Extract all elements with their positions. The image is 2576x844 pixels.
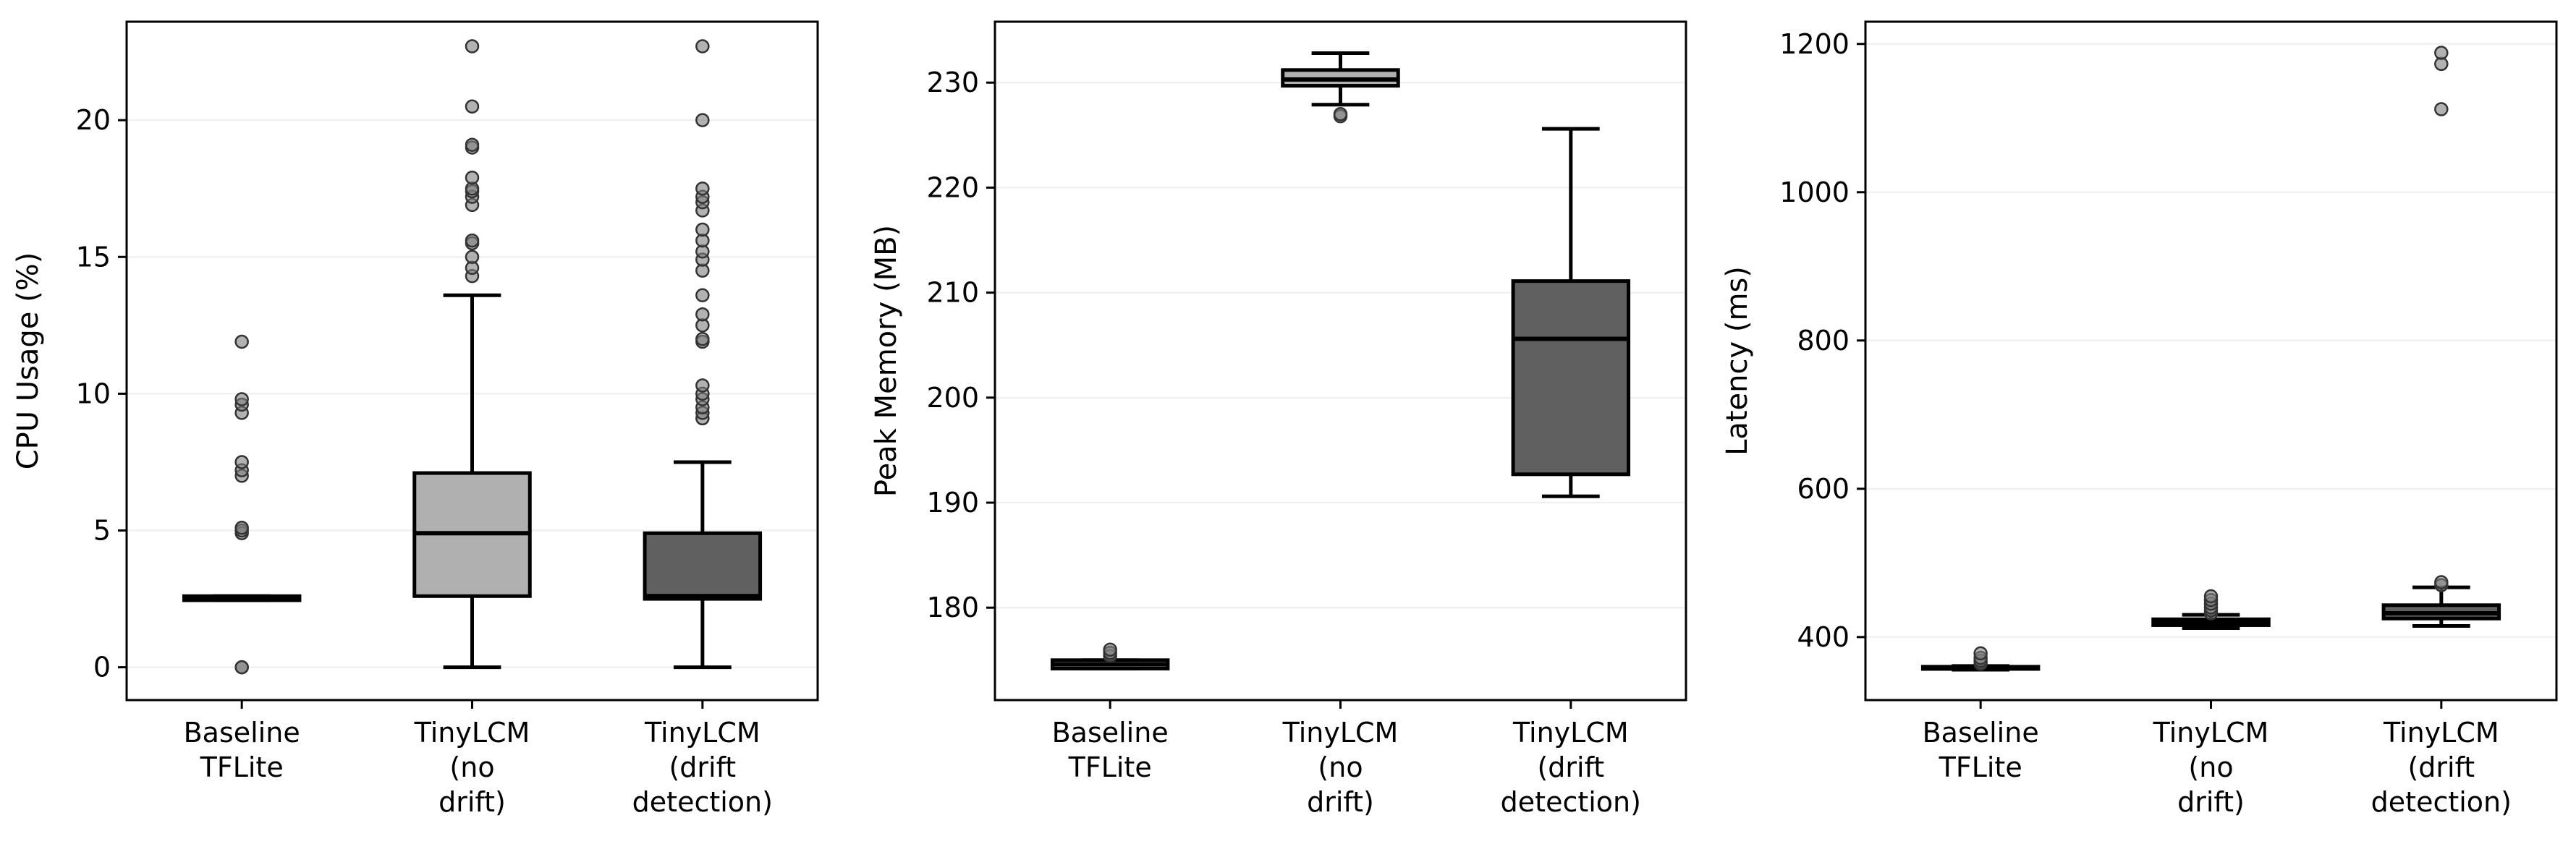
outlier-point bbox=[465, 99, 480, 114]
box-body bbox=[643, 531, 763, 601]
outlier-point bbox=[465, 233, 480, 248]
y-tick-label: 1200 bbox=[1779, 28, 1850, 60]
outlier-point bbox=[465, 39, 480, 54]
box-3 bbox=[643, 39, 763, 670]
y-tick-label: 0 bbox=[93, 652, 111, 683]
y-tick-label: 20 bbox=[76, 104, 111, 136]
outlier-point bbox=[1103, 642, 1117, 657]
box-1 bbox=[1050, 642, 1170, 670]
y-axis-label: CPU Usage (%) bbox=[12, 252, 45, 470]
chart-panel-3: 400 600 800 1000 1200 Latency (ms) Baseline TFL… bbox=[1721, 20, 2558, 818]
box-2 bbox=[2151, 589, 2271, 631]
y-tick-label: 10 bbox=[76, 378, 111, 409]
outlier-point bbox=[2434, 102, 2449, 116]
y-tick-label: 210 bbox=[926, 277, 979, 309]
y-tick-label: 1000 bbox=[1779, 176, 1850, 208]
y-tick-label: 15 bbox=[76, 241, 111, 273]
outlier-point bbox=[234, 660, 249, 675]
y-tick-label: 5 bbox=[93, 515, 111, 547]
outlier-point bbox=[2434, 46, 2449, 60]
outlier-point bbox=[465, 170, 480, 185]
chart-panel-2: 180 190 200 210 220 230 Peak Memory (MB) Baseli… bbox=[870, 20, 1687, 818]
y-tick-label: 190 bbox=[926, 487, 979, 519]
box-3 bbox=[2381, 46, 2501, 628]
box-1 bbox=[182, 334, 302, 675]
box-3 bbox=[1511, 127, 1631, 498]
outlier-point bbox=[465, 137, 480, 152]
outlier-point bbox=[695, 181, 710, 196]
x-tick-label: TinyLCM (drift detection) bbox=[1501, 717, 1641, 818]
outlier-point bbox=[695, 378, 710, 393]
x-tick-label: TinyLCM (drift detection) bbox=[632, 717, 773, 818]
y-axis-label: Latency (ms) bbox=[1721, 266, 1754, 456]
y-tick-label: 200 bbox=[926, 382, 979, 414]
x-tick-label: TinyLCM (drift detection) bbox=[2371, 717, 2512, 818]
x-tick-label: TinyLCM (no drift) bbox=[2153, 717, 2269, 818]
outlier-point bbox=[1333, 107, 1348, 122]
box-body bbox=[1511, 279, 1631, 477]
outlier-point bbox=[234, 455, 249, 469]
outlier-point bbox=[234, 520, 249, 535]
outlier-point bbox=[1973, 646, 1988, 661]
y-tick-label: 230 bbox=[926, 67, 979, 98]
outlier-point bbox=[465, 250, 480, 265]
outlier-point bbox=[695, 288, 710, 302]
outlier-point bbox=[695, 39, 710, 54]
outlier-point bbox=[2434, 575, 2449, 589]
x-tick-label: TinyLCM (no drift) bbox=[414, 717, 530, 818]
x-tick-label: Baseline TFLite bbox=[1923, 717, 2039, 783]
y-tick-label: 600 bbox=[1797, 473, 1850, 505]
chart-panel-1: 0 5 10 15 20 CPU Usage (%) Baseline TFLite TinyL… bbox=[12, 20, 819, 818]
outlier-point bbox=[234, 334, 249, 349]
y-axis-label: Peak Memory (MB) bbox=[870, 225, 903, 497]
outlier-point bbox=[695, 113, 710, 127]
y-tick-label: 220 bbox=[926, 171, 979, 203]
box-1 bbox=[1920, 646, 2041, 672]
box-2 bbox=[1281, 51, 1400, 124]
outlier-point bbox=[695, 331, 710, 346]
y-tick-label: 180 bbox=[926, 592, 979, 623]
box-2 bbox=[412, 39, 532, 670]
outlier-point bbox=[695, 222, 710, 237]
outlier-point bbox=[695, 307, 710, 322]
outlier-point bbox=[234, 392, 249, 406]
y-tick-label: 800 bbox=[1797, 325, 1850, 357]
x-tick-label: Baseline TFLite bbox=[184, 717, 300, 783]
y-tick-label: 400 bbox=[1797, 621, 1850, 653]
outlier-point bbox=[2203, 589, 2219, 604]
x-tick-label: TinyLCM (no drift) bbox=[1282, 717, 1399, 818]
x-tick-label: Baseline TFLite bbox=[1052, 717, 1169, 783]
